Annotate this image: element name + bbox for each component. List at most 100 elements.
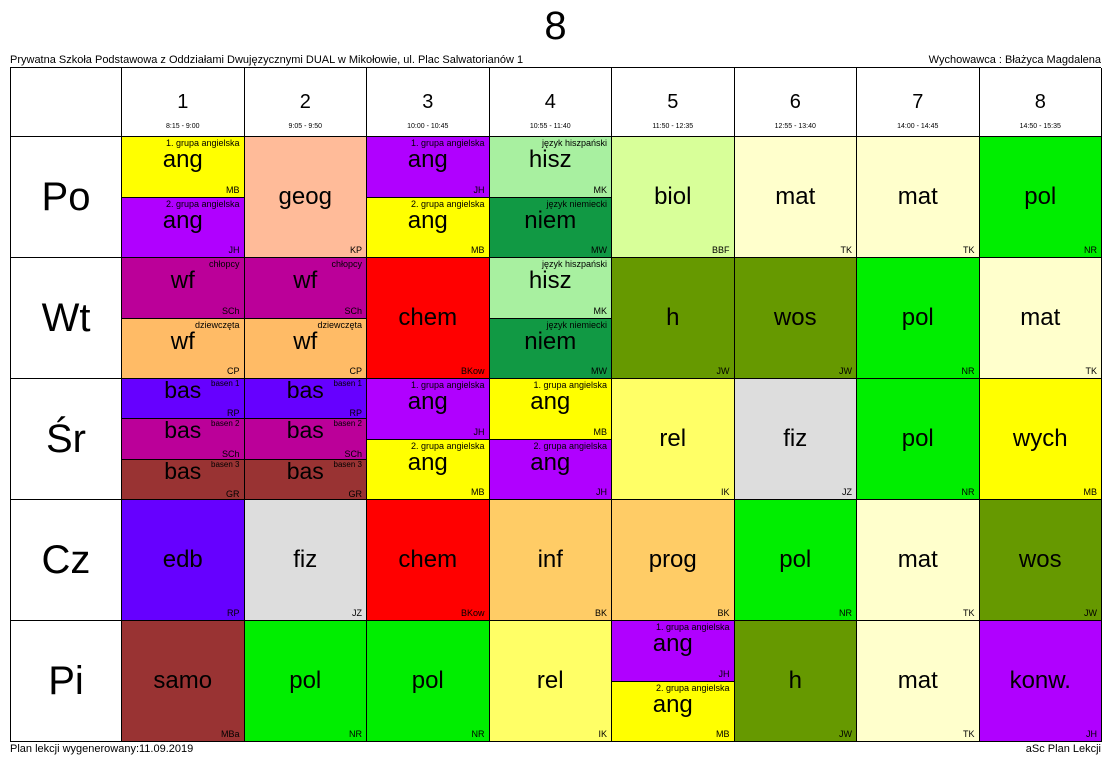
lesson-teacher: KP xyxy=(349,245,362,255)
lesson-cell[interactable]: mat TK xyxy=(857,621,980,742)
class-title: 8 xyxy=(544,4,567,48)
lesson-cell[interactable]: 1. grupa angielska ang JH xyxy=(612,621,735,682)
lesson-cell[interactable]: chłopcy wf SCh xyxy=(122,258,245,319)
lesson-subject: ang xyxy=(530,388,571,415)
lesson-cell[interactable]: h JW xyxy=(734,621,857,742)
lesson-cell[interactable]: język hiszpański hisz MK xyxy=(489,258,612,319)
lesson-cell[interactable]: pol NR xyxy=(857,258,980,379)
lesson-cell[interactable]: 2. grupa angielska ang MB xyxy=(367,197,490,258)
lesson-subject: rel xyxy=(659,425,687,452)
lesson-cell[interactable]: język niemiecki niem MW xyxy=(489,318,612,379)
period-header: 5 11:50 - 12:35 xyxy=(612,68,735,137)
lesson-cell[interactable]: 1. grupa angielska ang MB xyxy=(489,379,612,440)
lesson-cell[interactable]: wos JW xyxy=(734,258,857,379)
lesson-group: basen 3 xyxy=(211,459,240,469)
lesson-cell[interactable]: chłopcy wf SCh xyxy=(244,258,367,319)
lesson-teacher: JH xyxy=(718,668,730,679)
lesson-teacher: JW xyxy=(839,366,852,376)
lesson-subject: wf xyxy=(293,267,318,294)
lesson-cell[interactable]: dziewczęta wf CP xyxy=(244,318,367,379)
lesson-cell[interactable]: edb RP xyxy=(122,500,245,621)
lesson-subject: wf xyxy=(293,327,318,355)
lesson-cell[interactable]: 2. grupa angielska ang JH xyxy=(489,439,612,500)
lesson-teacher: MB xyxy=(716,729,730,739)
lesson-cell[interactable]: 2. grupa angielska ang MB xyxy=(612,681,735,742)
lesson-cell[interactable]: geog KP xyxy=(244,137,367,258)
period-time: 10:00 - 10:45 xyxy=(407,123,449,130)
lesson-subject: chem xyxy=(398,304,458,331)
lesson-cell[interactable]: biol BBF xyxy=(612,137,735,258)
lesson-teacher: JW xyxy=(839,729,852,739)
lesson-subject: wf xyxy=(170,327,195,355)
lesson-cell[interactable]: 2. grupa angielska ang JH xyxy=(122,197,245,258)
lesson-teacher: NR xyxy=(349,729,362,739)
lesson-subject: pol xyxy=(289,667,322,694)
lesson-teacher: SCh xyxy=(344,448,362,459)
lesson-cell[interactable]: rel IK xyxy=(612,379,735,500)
lesson-subject: inf xyxy=(537,546,563,573)
lesson-cell[interactable]: pol NR xyxy=(734,500,857,621)
lesson-teacher: BKow xyxy=(460,608,485,618)
lesson-cell[interactable]: pol NR xyxy=(367,621,490,742)
lesson-teacher: CP xyxy=(349,366,362,376)
lesson-cell[interactable]: fiz JZ xyxy=(244,500,367,621)
period-header: 6 12:55 - 13:40 xyxy=(734,68,857,137)
lesson-subject: prog xyxy=(648,546,697,573)
lesson-teacher: TK xyxy=(962,729,975,739)
lesson-cell[interactable]: 1. grupa angielska ang JH xyxy=(367,379,490,440)
lesson-cell[interactable]: basen 1 bas RP xyxy=(122,379,245,420)
lesson-cell[interactable]: pol NR xyxy=(244,621,367,742)
period-time: 11:50 - 12:35 xyxy=(652,123,694,130)
lesson-cell[interactable]: basen 3 bas GR xyxy=(244,459,367,500)
lesson-group: język hiszpański xyxy=(541,138,607,148)
lesson-cell[interactable]: 1. grupa angielska ang MB xyxy=(122,137,245,198)
lesson-cell[interactable]: pol NR xyxy=(857,379,980,500)
lesson-cell[interactable]: basen 1 bas RP xyxy=(244,379,367,420)
lesson-cell[interactable]: prog BK xyxy=(612,500,735,621)
lesson-cell[interactable]: dziewczęta wf CP xyxy=(122,318,245,379)
lesson-teacher: NR xyxy=(839,608,852,618)
lesson-cell[interactable]: chem BKow xyxy=(367,258,490,379)
lesson-group: dziewczęta xyxy=(194,319,240,330)
lesson-subject: niem xyxy=(524,206,577,234)
lesson-cell[interactable]: samo MBa xyxy=(122,621,245,742)
lesson-group: 1. grupa angielska xyxy=(165,138,240,148)
lesson-cell[interactable]: wych MB xyxy=(979,379,1102,500)
timetable-grid: 1 8:15 - 9:00 2 9:05 - 9:50 3 10:00 - 10:45 4 1… xyxy=(10,67,1102,742)
lesson-cell[interactable]: pol NR xyxy=(979,137,1102,258)
lesson-cell[interactable]: basen 2 bas SCh xyxy=(244,419,367,460)
lesson-teacher: MK xyxy=(593,184,608,195)
lesson-subject: ang xyxy=(407,388,448,415)
lesson-subject: h xyxy=(788,667,802,694)
lesson-cell[interactable]: mat TK xyxy=(857,137,980,258)
lesson-teacher: MB xyxy=(593,426,608,437)
lesson-cell[interactable]: 1. grupa angielska ang JH xyxy=(367,137,490,198)
lesson-teacher: MB xyxy=(226,184,240,195)
lesson-cell[interactable]: inf BK xyxy=(489,500,612,621)
lesson-subject: mat xyxy=(897,546,938,573)
lesson-cell[interactable]: fiz JZ xyxy=(734,379,857,500)
lesson-teacher: TK xyxy=(840,245,852,255)
lesson-teacher: BK xyxy=(717,608,730,618)
lesson-cell[interactable]: basen 2 bas SCh xyxy=(122,419,245,460)
lesson-subject: wf xyxy=(170,267,195,294)
lesson-cell[interactable]: język hiszpański hisz MK xyxy=(489,137,612,198)
lesson-cell[interactable]: mat TK xyxy=(979,258,1102,379)
lesson-teacher: GR xyxy=(348,488,363,499)
lesson-teacher: IK xyxy=(598,729,607,739)
lesson-cell[interactable]: 2. grupa angielska ang MB xyxy=(367,439,490,500)
lesson-cell[interactable]: h JW xyxy=(612,258,735,379)
lesson-cell[interactable]: język niemiecki niem MW xyxy=(489,197,612,258)
lesson-group: 1. grupa angielska xyxy=(410,380,485,390)
lesson-subject: biol xyxy=(654,183,692,210)
lesson-subject: samo xyxy=(153,667,213,694)
lesson-cell[interactable]: chem BKow xyxy=(367,500,490,621)
lesson-cell[interactable]: rel IK xyxy=(489,621,612,742)
lesson-cell[interactable]: wos JW xyxy=(979,500,1102,621)
lesson-cell[interactable]: konw. JH xyxy=(979,621,1102,742)
lesson-cell[interactable]: basen 3 bas GR xyxy=(122,459,245,500)
lesson-cell[interactable]: mat TK xyxy=(857,500,980,621)
period-number: 7 xyxy=(912,91,924,113)
lesson-cell[interactable]: mat TK xyxy=(734,137,857,258)
lesson-subject: niem xyxy=(524,327,577,355)
